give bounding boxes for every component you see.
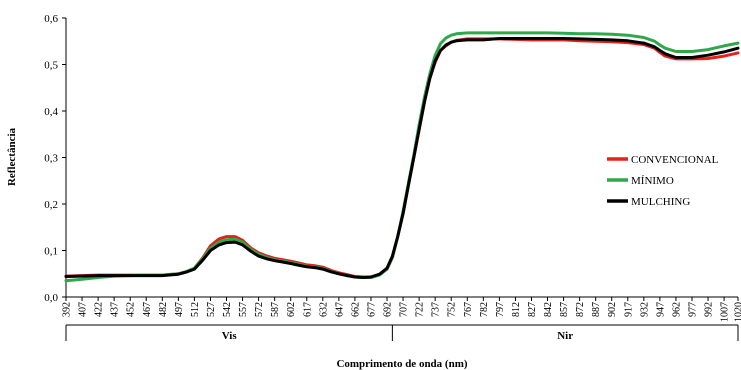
x-tick-label: 647	[334, 302, 345, 317]
x-tick-label: 662	[350, 302, 361, 317]
x-tick-label: 512	[190, 302, 201, 317]
x-tick-label: 572	[254, 302, 265, 317]
x-tick-label: 692	[383, 302, 394, 317]
x-tick-label: 932	[639, 302, 650, 317]
y-tick-label: 0,0	[44, 292, 58, 304]
x-tick-label: 467	[142, 302, 153, 317]
series-lines	[64, 31, 740, 283]
x-tick-label: 827	[527, 302, 538, 317]
x-tick-label: 542	[222, 302, 233, 317]
x-tick-label: 422	[94, 302, 105, 317]
y-tick-label: 0,5	[44, 60, 58, 72]
x-tick-label: 617	[302, 302, 313, 317]
x-tick-label: 482	[158, 302, 169, 317]
x-tick-label: 962	[671, 302, 682, 317]
x-tick-label: 407	[78, 302, 89, 317]
y-tick-label: 0,2	[44, 199, 58, 211]
x-tick-label: 842	[543, 302, 554, 317]
legend: CONVENCIONAL MÍNIMO MULCHING	[607, 154, 719, 208]
x-axis-title: Comprimento de onda (nm)	[336, 358, 467, 370]
x-tick-label: 782	[479, 302, 490, 317]
region-label: Vis	[222, 330, 238, 342]
region-label: Nir	[557, 330, 573, 342]
x-tick-label: 557	[238, 302, 249, 317]
x-tick-label: 452	[126, 302, 137, 317]
x-tick-label: 947	[655, 302, 666, 317]
x-tick-label: 887	[591, 302, 602, 317]
y-axis-title: Reflectância	[6, 127, 18, 186]
x-tick-label: 752	[447, 302, 458, 317]
x-tick-label: 992	[704, 302, 715, 317]
x-tick-label: 722	[415, 302, 426, 317]
y-tick-label: 0,3	[44, 153, 58, 165]
y-tick-label: 0,4	[44, 106, 58, 118]
x-tick-label: 707	[399, 302, 410, 317]
x-tick-label: 437	[110, 302, 121, 317]
x-tick-label: 812	[511, 302, 522, 317]
x-tick-label: 527	[206, 302, 217, 317]
y-tick-label: 0,1	[44, 246, 58, 258]
series-line-mulching	[64, 37, 740, 279]
x-tick-label: 602	[286, 302, 297, 317]
x-tick-label: 587	[270, 302, 281, 317]
x-tick-label: 392	[62, 302, 73, 317]
x-tick-label: 902	[607, 302, 618, 317]
x-tick-label: 977	[687, 302, 698, 317]
x-tick-label: 872	[575, 302, 586, 317]
x-axis: 392 407 422 437 452 467 482 497 512 527 542 557 572 5…	[62, 296, 741, 342]
x-tick-label: 797	[495, 302, 506, 317]
x-tick-label: 767	[463, 302, 474, 317]
y-tick-label: 0,6	[44, 13, 58, 25]
legend-label: MÍNIMO	[631, 175, 674, 187]
x-tick-label: 632	[318, 302, 329, 317]
y-axis: 0,0 0,1 0,2 0,3 0,4 0,5 0,6	[44, 13, 67, 304]
x-tick-label: 737	[431, 302, 442, 317]
x-tick-label: 497	[174, 302, 185, 317]
x-tick-label: 917	[623, 302, 634, 317]
x-tick-label: 1007	[720, 302, 731, 322]
x-tick-label: 677	[366, 302, 377, 317]
legend-label: MULCHING	[631, 196, 690, 208]
x-tick-label: 1020	[734, 302, 741, 322]
x-tick-label: 857	[559, 302, 570, 317]
legend-label: CONVENCIONAL	[631, 154, 719, 166]
